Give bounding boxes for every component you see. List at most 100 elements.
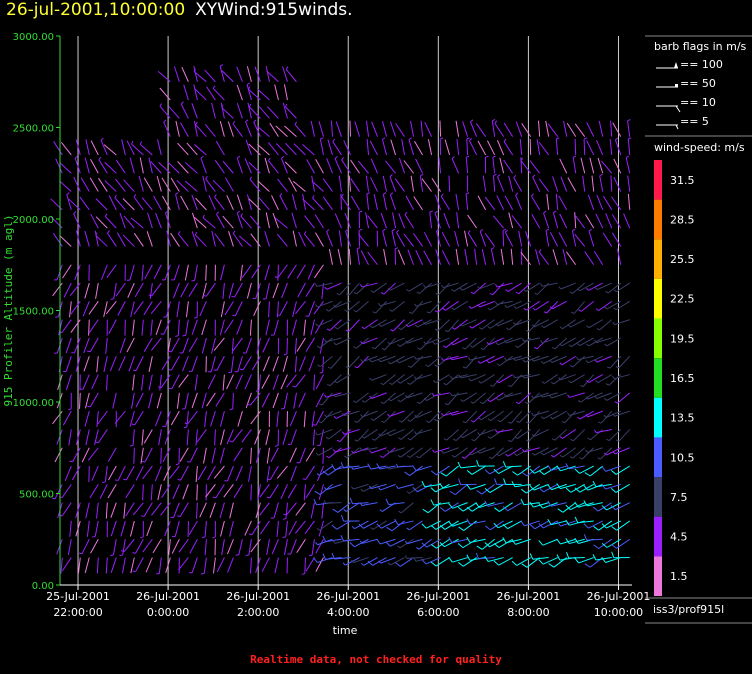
wind-barb — [64, 465, 72, 482]
wind-barb — [150, 319, 153, 336]
wind-barb — [587, 392, 603, 400]
wind-barb-flag — [487, 307, 491, 311]
wind-barb — [490, 248, 496, 265]
wind-barb — [228, 231, 234, 247]
wind-barb — [354, 121, 360, 137]
wind-barb — [188, 520, 198, 535]
wind-barb — [84, 411, 90, 427]
wind-barb — [437, 300, 450, 313]
wind-barb — [130, 217, 144, 229]
wind-barb-flag — [513, 322, 516, 326]
wind-barb-flag — [369, 359, 372, 363]
wind-barb-flag — [430, 499, 435, 506]
wind-barb — [182, 356, 189, 372]
wind-barb-flag — [612, 413, 615, 417]
wind-barb-flag — [423, 284, 426, 288]
wind-barb — [437, 319, 450, 331]
wind-barb-flag — [493, 560, 499, 566]
wind-barb — [245, 392, 252, 409]
wind-barb — [120, 520, 126, 537]
wind-barb-flag — [406, 491, 410, 494]
wind-barb — [292, 301, 297, 317]
wind-barb-flag — [353, 291, 357, 295]
wind-barb — [334, 557, 351, 560]
wind-barb — [255, 447, 261, 464]
wind-barb — [244, 374, 252, 390]
wind-barb-flag — [245, 119, 249, 123]
wind-barb — [353, 557, 369, 564]
wind-barb — [286, 374, 297, 388]
wind-barb — [372, 319, 387, 329]
wind-barb — [315, 392, 324, 408]
wind-barb — [290, 539, 297, 555]
wind-barb — [469, 140, 478, 156]
wind-barb — [289, 410, 297, 427]
wind-barb — [283, 84, 288, 101]
wind-barb — [614, 319, 630, 326]
wind-barb — [160, 447, 162, 464]
wind-barb — [98, 177, 108, 192]
wind-barb — [608, 374, 622, 386]
wind-barb-flag — [478, 417, 482, 421]
wind-barb-flag — [494, 507, 500, 512]
wind-barb-flag — [486, 360, 490, 364]
wind-barb — [408, 282, 423, 292]
wind-barb — [285, 142, 297, 156]
wind-barb — [201, 392, 207, 409]
y-tick-label: 1500.00 — [13, 307, 54, 318]
wind-barb — [383, 248, 388, 265]
wind-barb — [416, 300, 432, 307]
wind-barb — [104, 161, 117, 174]
wind-barb-flag — [504, 357, 507, 361]
wind-barb — [460, 374, 477, 379]
wind-barb — [209, 502, 216, 518]
wind-barb-flag — [592, 506, 599, 512]
wind-barb-flag — [66, 192, 70, 195]
wind-barb-flag — [266, 496, 270, 499]
wind-barb — [280, 374, 288, 390]
wind-barb-flag — [558, 286, 562, 290]
wind-barb — [70, 301, 81, 315]
wind-barb — [444, 139, 451, 156]
wind-barb — [415, 158, 424, 174]
wind-barb-flag — [177, 515, 181, 517]
wind-barb — [616, 520, 631, 531]
wind-barb — [106, 374, 108, 391]
wind-barb-flag — [540, 394, 543, 398]
wind-barb-flag — [404, 211, 408, 215]
wind-barb — [511, 215, 523, 229]
wind-barb-flag — [434, 328, 439, 332]
wind-barb-flag — [359, 447, 363, 451]
wind-barb — [295, 374, 306, 388]
wind-barb — [462, 392, 477, 402]
wind-barb — [334, 158, 342, 174]
wind-barb-flag — [486, 341, 490, 345]
wind-barb — [203, 447, 207, 464]
wind-barb — [606, 538, 621, 548]
wind-barb-flag — [312, 424, 317, 426]
wind-barb — [195, 124, 207, 137]
wind-barb — [265, 282, 270, 299]
wind-barb — [203, 557, 207, 574]
wind-barb — [314, 319, 324, 334]
wind-barb-flag — [466, 554, 471, 561]
wind-barb — [498, 374, 513, 384]
wind-barb-flag — [345, 366, 349, 369]
wind-barb-flag — [513, 357, 516, 361]
wind-barb — [588, 374, 603, 383]
wind-barb-flag — [133, 194, 137, 198]
wind-barb-flag — [484, 488, 491, 493]
wind-barb — [259, 520, 270, 535]
wind-barb — [326, 158, 333, 174]
wind-barb — [543, 447, 558, 456]
wind-barb-flag — [477, 360, 481, 364]
wind-barb — [226, 539, 234, 555]
wind-barb-flag — [267, 478, 271, 481]
wind-barb — [85, 502, 90, 519]
wind-barb — [327, 139, 333, 156]
wind-barb — [151, 282, 162, 297]
wind-barb-flag — [493, 173, 497, 177]
wind-barb — [135, 356, 144, 371]
wind-barb — [212, 179, 225, 192]
wind-barb-flag — [494, 429, 498, 433]
